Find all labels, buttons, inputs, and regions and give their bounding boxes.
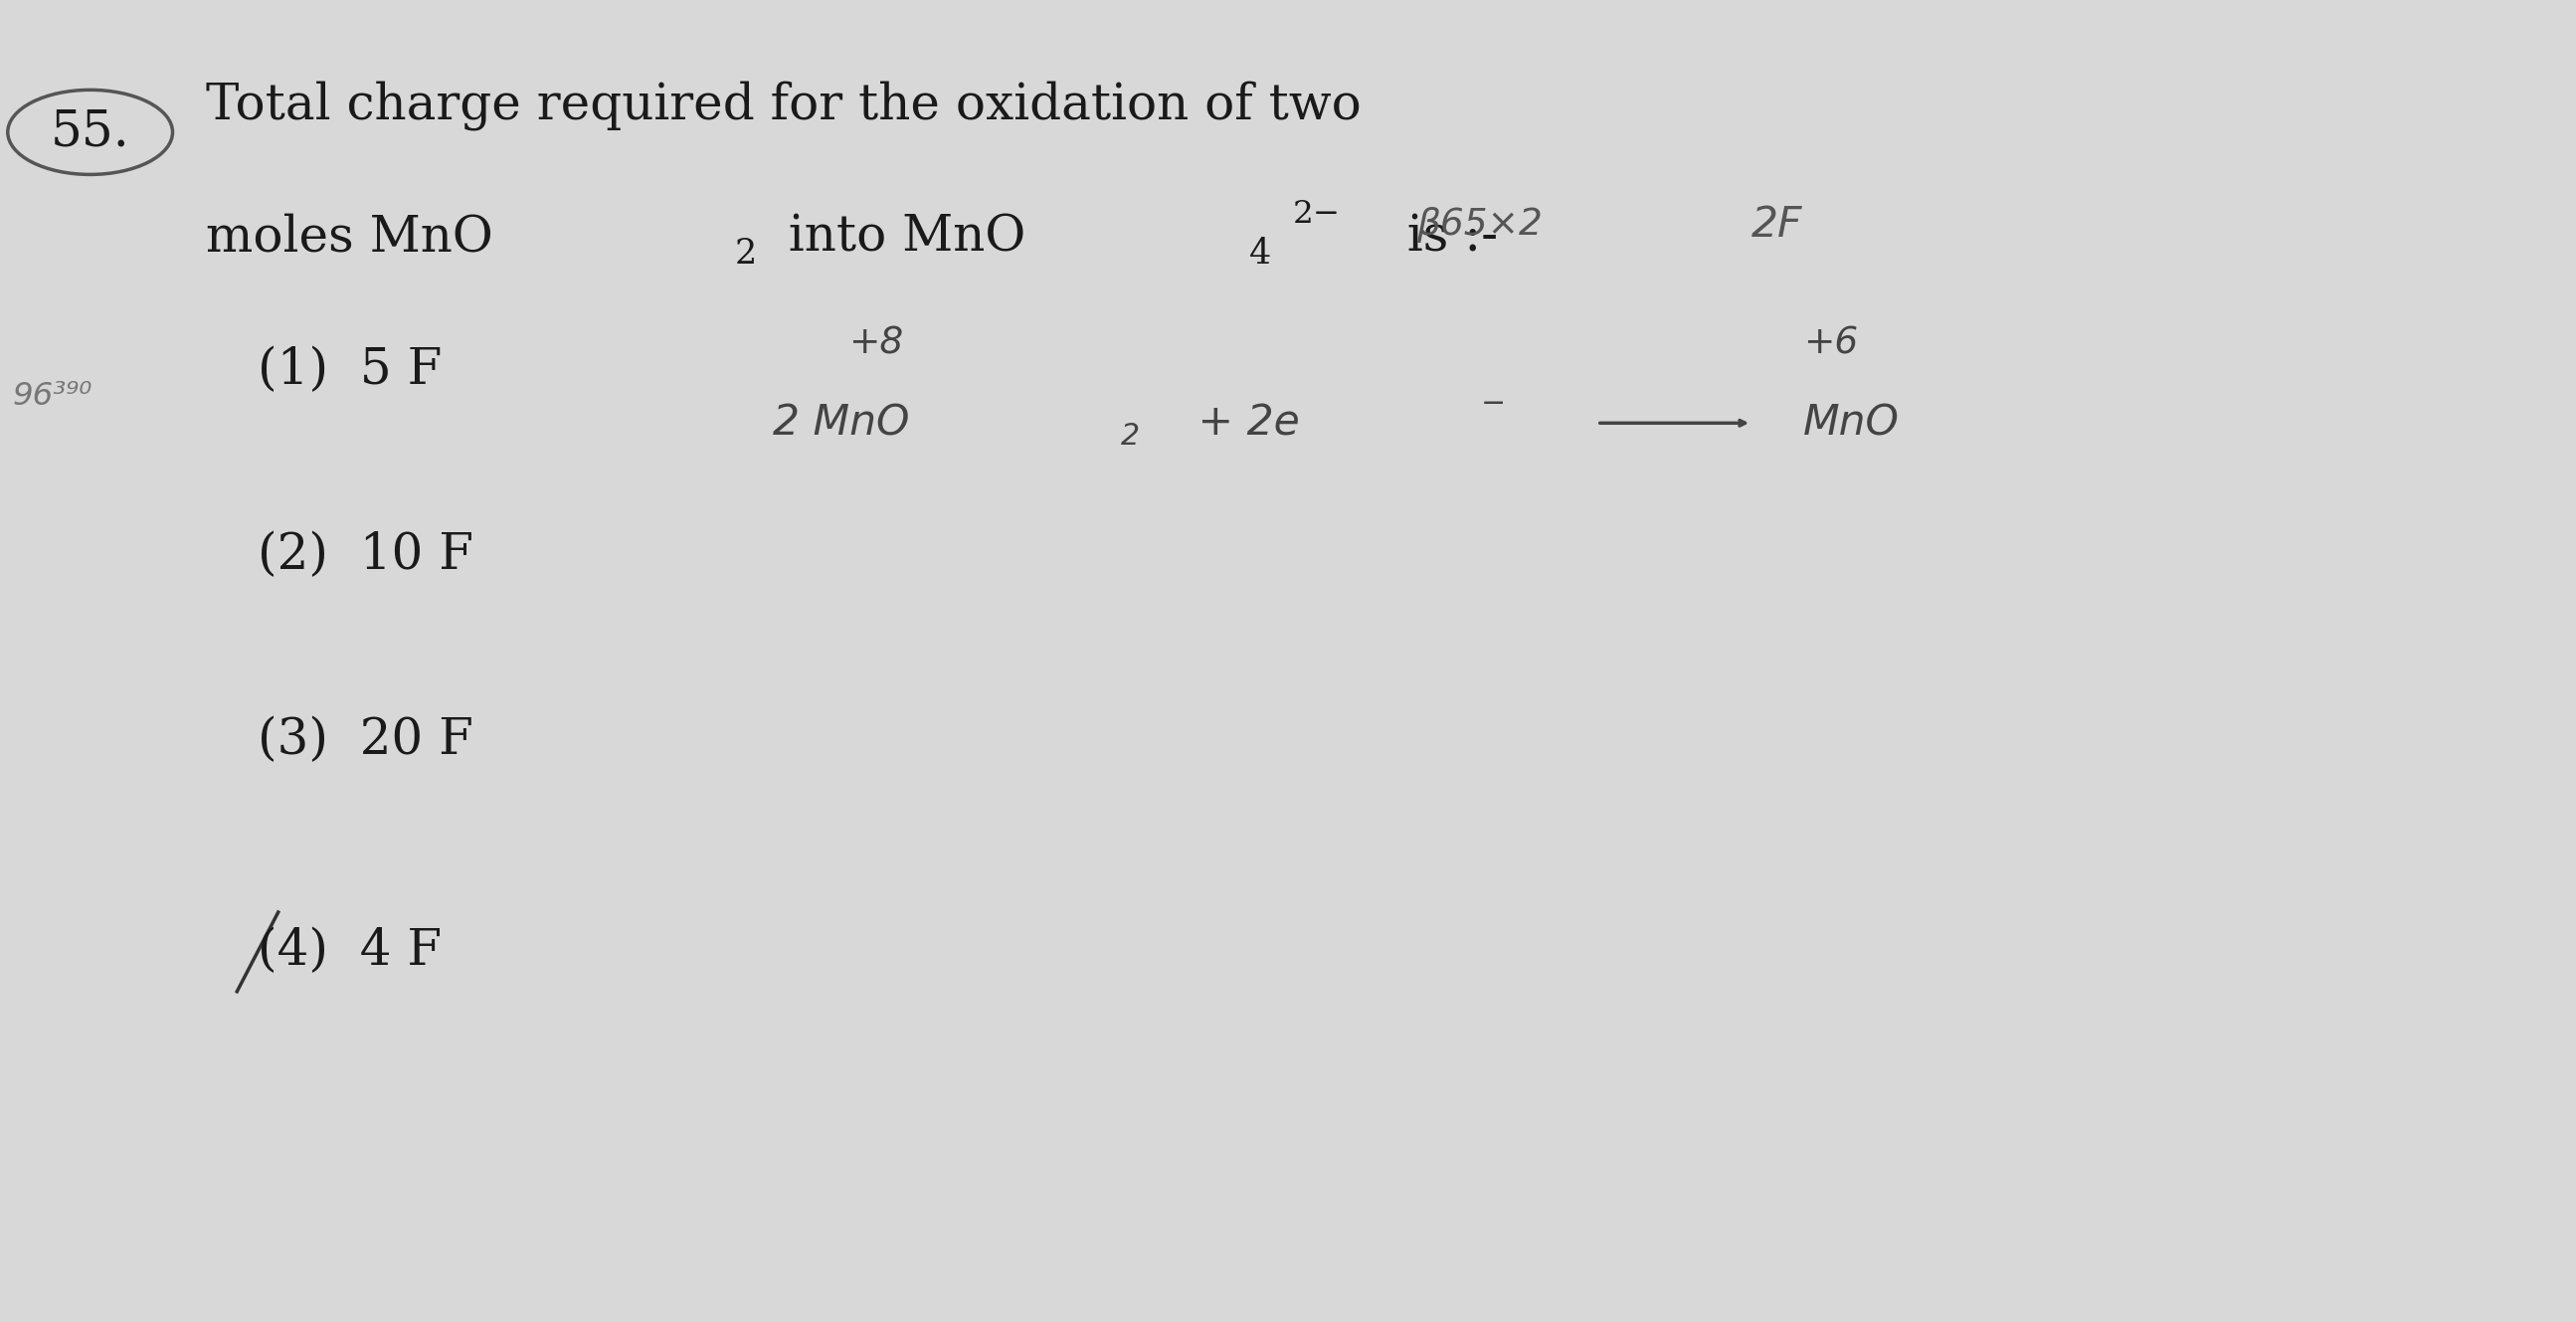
Text: 2: 2 xyxy=(1121,422,1139,451)
Text: (1)  5 F: (1) 5 F xyxy=(258,345,443,395)
Text: moles MnO: moles MnO xyxy=(206,213,492,263)
Text: (4)  4 F: (4) 4 F xyxy=(258,927,440,977)
Text: 96³⁹⁰: 96³⁹⁰ xyxy=(13,381,93,412)
Text: Total charge required for the oxidation of two: Total charge required for the oxidation … xyxy=(206,81,1363,131)
Text: 2−: 2− xyxy=(1293,198,1342,230)
Text: +6: +6 xyxy=(1803,325,1857,362)
Text: 4: 4 xyxy=(1249,237,1273,271)
Text: β65×2: β65×2 xyxy=(1417,206,1543,243)
Text: 2: 2 xyxy=(734,237,757,271)
Text: 55.: 55. xyxy=(52,107,129,157)
Text: (2)  10 F: (2) 10 F xyxy=(258,530,474,580)
Text: +8: +8 xyxy=(848,325,904,362)
Text: (3)  20 F: (3) 20 F xyxy=(258,715,474,765)
Text: is :-: is :- xyxy=(1391,213,1497,263)
Text: −: − xyxy=(1481,389,1507,418)
Text: 2F: 2F xyxy=(1752,204,1803,246)
Text: 2 MnO: 2 MnO xyxy=(773,402,909,444)
Text: into MnO: into MnO xyxy=(773,213,1025,263)
Text: MnO: MnO xyxy=(1803,402,1899,444)
Text: + 2e: + 2e xyxy=(1185,402,1301,444)
